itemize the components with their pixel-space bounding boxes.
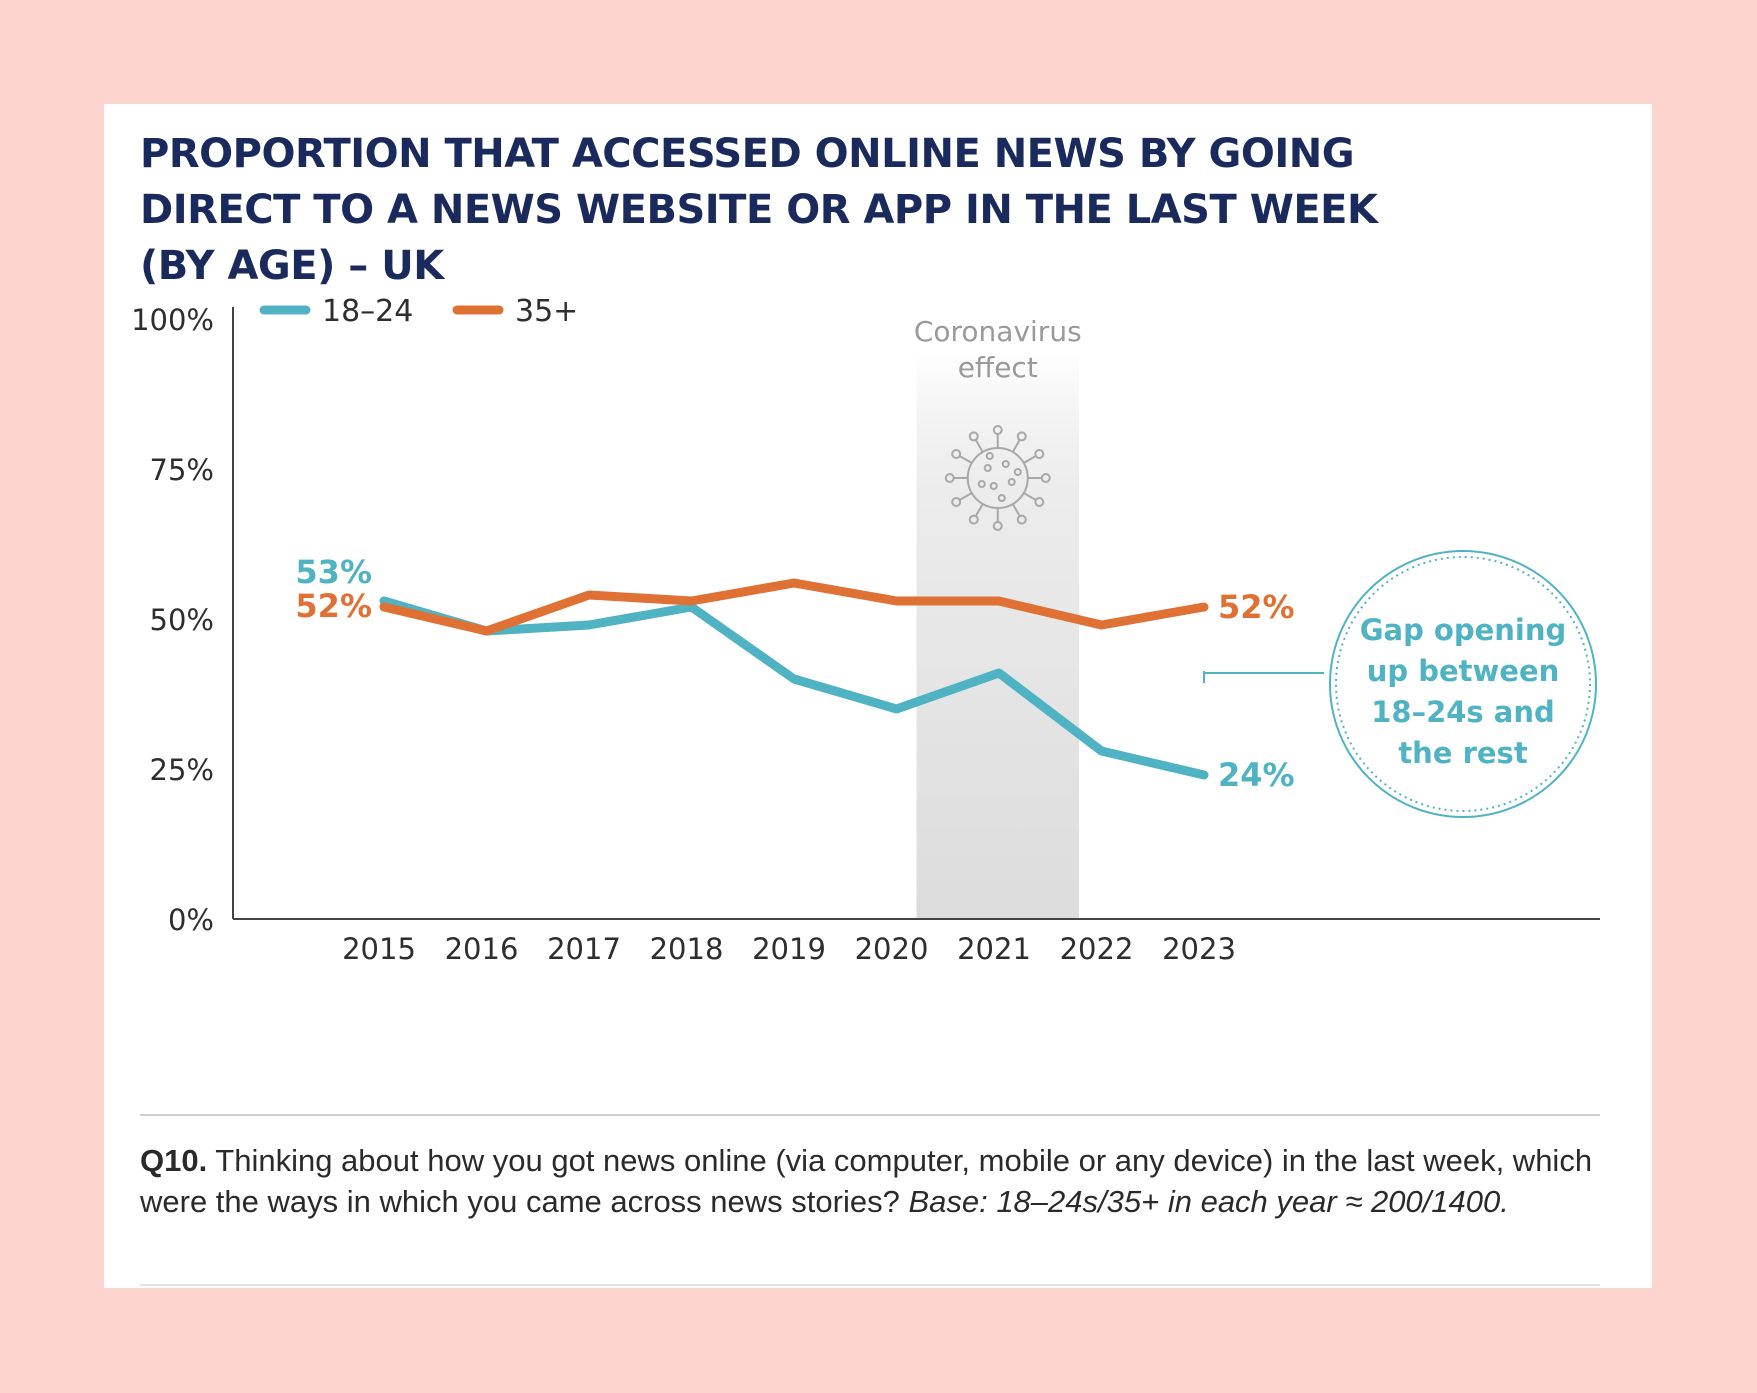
base-text: Base: 18–24s/35+ in each year ≈ 200/1400… (908, 1184, 1509, 1219)
series-start-label-1: 53% (295, 553, 372, 591)
data-point (1203, 606, 1205, 608)
series-line-2 (379, 578, 1209, 636)
data-point (1100, 750, 1103, 752)
series-start-label-2: 52% (295, 587, 372, 625)
data-point (383, 600, 385, 602)
chart-title-line-1: PROPORTION THAT ACCESSED ONLINE NEWS BY … (140, 131, 1355, 177)
x-tick-label-2023: 2023 (1162, 932, 1236, 966)
chart-title-line-3: (BY AGE) – UK (140, 243, 444, 289)
y-tick-label: 100% (131, 303, 214, 337)
data-point (1100, 624, 1103, 626)
x-tick-label-2020: 2020 (855, 932, 929, 966)
data-point (895, 708, 898, 710)
y-tick-label: 50% (150, 603, 214, 637)
annotation-line-3: 18–24s and (1371, 695, 1555, 729)
x-tick-label-2015: 2015 (342, 932, 416, 966)
y-tick-label: 75% (150, 453, 214, 487)
footer-divider (140, 1114, 1600, 1116)
x-tick-label-2022: 2022 (1060, 932, 1134, 966)
data-point (690, 600, 693, 602)
series-end-label-1: 24% (1218, 756, 1295, 794)
data-point (793, 582, 795, 584)
band-label-line-1: Coronavirus (914, 315, 1082, 348)
data-point (485, 630, 488, 632)
chart-title-line-2: DIRECT TO A NEWS WEBSITE OR APP IN THE L… (140, 187, 1378, 233)
y-tick-label: 0% (168, 903, 214, 937)
chart-card: PROPORTION THAT ACCESSED ONLINE NEWS BY … (104, 104, 1652, 1288)
annotation-line-2: up between (1367, 654, 1560, 688)
annotation-circle (1329, 550, 1597, 818)
question-text: Thinking about how you got news online (… (140, 1143, 1593, 1219)
legend-label-2: 35+ (515, 294, 578, 329)
annotation-circle-dots (1335, 556, 1591, 812)
question-note: Q10. Thinking about how you got news onl… (140, 1140, 1600, 1222)
data-point (690, 606, 693, 608)
data-point (998, 600, 1000, 602)
y-tick-label: 25% (150, 753, 214, 787)
data-point (1203, 774, 1205, 776)
legend-label-1: 18–24 (322, 294, 413, 329)
bottom-divider (140, 1284, 1600, 1286)
x-tick-label-2017: 2017 (547, 932, 621, 966)
question-id: Q10. (140, 1143, 208, 1178)
x-tick-label-2018: 2018 (650, 932, 724, 966)
data-point (895, 600, 898, 602)
annotation-line-1: Gap opening (1360, 613, 1567, 647)
data-point (998, 672, 1000, 674)
series-end-label-2: 52% (1218, 588, 1295, 626)
data-point (383, 606, 385, 608)
data-point (793, 678, 795, 680)
band-label-line-2: effect (958, 351, 1038, 384)
x-tick-label-2019: 2019 (752, 932, 826, 966)
data-point (588, 594, 590, 596)
x-tick-label-2021: 2021 (957, 932, 1031, 966)
virus-icon (944, 425, 1051, 531)
annotation-line-4: the rest (1398, 736, 1528, 770)
chart-title: PROPORTION THAT ACCESSED ONLINE NEWS BY … (140, 126, 1540, 294)
data-point (588, 624, 590, 626)
x-tick-label-2016: 2016 (445, 932, 519, 966)
